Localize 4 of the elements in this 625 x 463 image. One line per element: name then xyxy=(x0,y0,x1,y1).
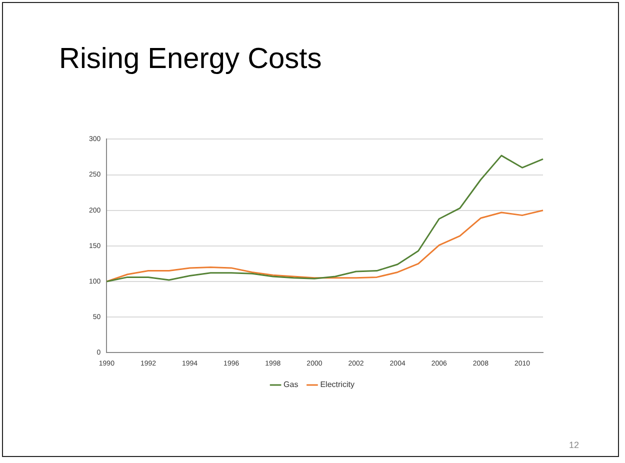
text: 12 xyxy=(569,440,580,450)
chart-title: Rising Energy Costs xyxy=(59,43,322,76)
legend-label: Gas xyxy=(284,380,298,390)
legend-label: Electricity xyxy=(320,380,354,390)
